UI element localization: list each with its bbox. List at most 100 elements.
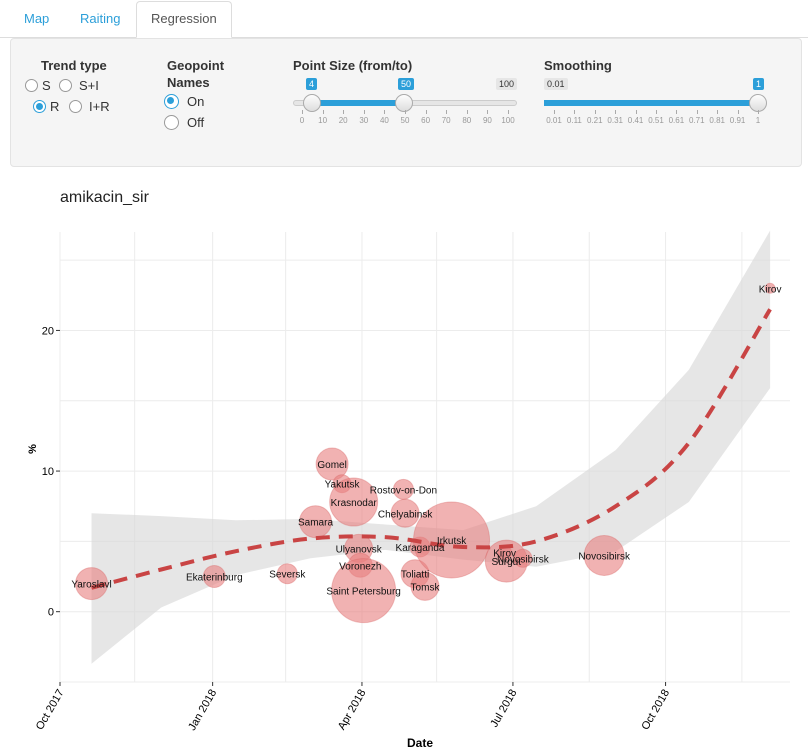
data-point — [331, 558, 397, 624]
point-size-tick-mark — [487, 110, 489, 114]
point-label: Karaganda — [396, 543, 445, 554]
data-point — [315, 447, 349, 481]
point-label: Tomsk — [411, 582, 441, 593]
radio-s[interactable] — [25, 79, 38, 92]
geopoint-option-off-label: Off — [187, 115, 205, 130]
tab-raiting[interactable]: Raiting — [80, 11, 121, 26]
point-size-tick-mark — [466, 110, 468, 114]
trend-type-label: Trend type — [41, 58, 107, 73]
smoothing-tick-label: 0.61 — [668, 116, 685, 125]
point-label: Ulyanovsk — [336, 544, 383, 555]
smoothing-tick-label: 0.41 — [627, 116, 644, 125]
point-size-tick-label: 50 — [400, 116, 410, 125]
x-tick-label: Apr 2018 — [336, 688, 369, 733]
point-size-range-fill — [311, 100, 404, 106]
point-size-tick-mark — [425, 110, 427, 114]
chart-title: amikacin_sir — [60, 189, 150, 206]
point-size-to-handle[interactable] — [395, 94, 413, 112]
data-point — [75, 567, 109, 601]
smoothing-tick-mark — [676, 110, 678, 114]
point-size-tick-mark — [446, 110, 448, 114]
point-size-tick-mark — [363, 110, 365, 114]
trend-option-r-label: R — [50, 99, 60, 114]
x-tick-label: Oct 2018 — [639, 688, 672, 733]
point-label: Saint Petersburg — [326, 587, 401, 598]
y-axis-title: % — [27, 444, 39, 454]
data-point — [329, 477, 379, 527]
trend-option-r[interactable]: R — [33, 99, 59, 114]
smoothing-tick-mark — [737, 110, 739, 114]
point-label: Toliatti — [401, 570, 429, 581]
data-point — [583, 534, 625, 576]
point-label: Yakutsk — [325, 480, 361, 491]
data-point — [299, 505, 332, 539]
smoothing-tick-label: 0.31 — [607, 116, 623, 125]
point-label: Krasnodar — [331, 498, 378, 509]
geopoint-option-on[interactable]: On — [164, 94, 204, 109]
smoothing-tick-mark — [758, 110, 759, 114]
point-label: Novosibirsk — [497, 554, 550, 565]
point-label: Samara — [298, 518, 333, 529]
trend-option-ir[interactable]: I+R — [69, 99, 110, 114]
tab-bar: Map Raiting Regression — [0, 0, 808, 38]
data-point — [392, 478, 414, 500]
data-point — [410, 571, 440, 601]
point-size-from-handle[interactable] — [303, 94, 321, 112]
geopoint-option-off[interactable]: Off — [164, 115, 204, 130]
trend-option-s-label: S — [42, 78, 51, 93]
point-size-tick-label: 100 — [501, 116, 515, 125]
data-point — [276, 563, 298, 585]
smoothing-value-badge: 1 — [753, 78, 765, 90]
point-size-tick-mark — [302, 110, 303, 114]
smoothing-tick-label: 0.91 — [729, 116, 746, 125]
geopoint-names-label-line1: Geopoint — [167, 58, 225, 73]
trend-option-si-label: S+I — [79, 78, 99, 93]
point-size-tick-label: 0 — [299, 116, 305, 125]
radio-off[interactable] — [164, 115, 179, 130]
smoothing-tick-label: 1 — [755, 116, 761, 125]
x-tick-label: Jul 2018 — [488, 688, 519, 730]
x-tick-label: Jan 2018 — [186, 688, 219, 733]
confidence-ribbon — [91, 230, 771, 664]
point-label: Ekaterinburg — [186, 573, 243, 584]
smoothing-tick-mark — [635, 110, 637, 114]
tab-map[interactable]: Map — [24, 11, 50, 26]
smoothing-tick-label: 0.51 — [648, 116, 664, 125]
point-label: Surgut — [492, 557, 522, 568]
point-label: Chelyabinsk — [378, 509, 433, 520]
data-point — [513, 548, 533, 568]
smoothing-min-badge: 0.01 — [544, 78, 568, 90]
radio-si[interactable] — [59, 79, 72, 92]
point-label: Irkutsk — [437, 536, 467, 547]
point-label: Kirov — [493, 549, 516, 560]
data-point — [202, 565, 226, 589]
point-label: Rostov-on-Don — [370, 485, 437, 496]
radio-ir[interactable] — [69, 100, 82, 113]
smoothing-tick-label: 0.81 — [709, 116, 725, 125]
trend-option-si[interactable]: S+I — [59, 78, 99, 93]
smoothing-fill[interactable] — [544, 100, 758, 106]
point-size-max-badge: 100 — [496, 78, 518, 90]
point-size-tick-label: 10 — [318, 116, 328, 125]
radio-r[interactable] — [33, 100, 46, 113]
regression-chart: amikacin_sir Yaroslavl Ekaterinburg Severs… — [27, 189, 790, 750]
point-size-tick-label: 60 — [421, 116, 431, 125]
point-size-tick-label: 70 — [441, 116, 451, 125]
point-size-tick-label: 30 — [359, 116, 369, 125]
trend-option-s[interactable]: S — [25, 78, 51, 93]
y-tick-label: 0 — [48, 607, 54, 619]
radio-on[interactable] — [164, 94, 179, 109]
point-labels: Yaroslavl Ekaterinburg Seversk Gomel Yakutsk… — [71, 284, 781, 597]
smoothing-tick-mark — [656, 110, 657, 114]
smoothing-tick-mark — [574, 110, 576, 114]
trend-line — [91, 308, 772, 590]
point-size-to-badge: 50 — [398, 78, 415, 90]
trend-curve — [91, 308, 772, 590]
point-size-tick-mark — [343, 110, 345, 114]
point-size-tick-label: 40 — [379, 116, 389, 125]
smoothing-tick-label: 0.01 — [546, 116, 562, 125]
smoothing-tick-label: 0.11 — [566, 116, 582, 125]
y-tick-label: 20 — [42, 325, 54, 337]
smoothing-tick-mark — [696, 110, 698, 114]
tab-regression[interactable]: Regression — [136, 1, 232, 38]
